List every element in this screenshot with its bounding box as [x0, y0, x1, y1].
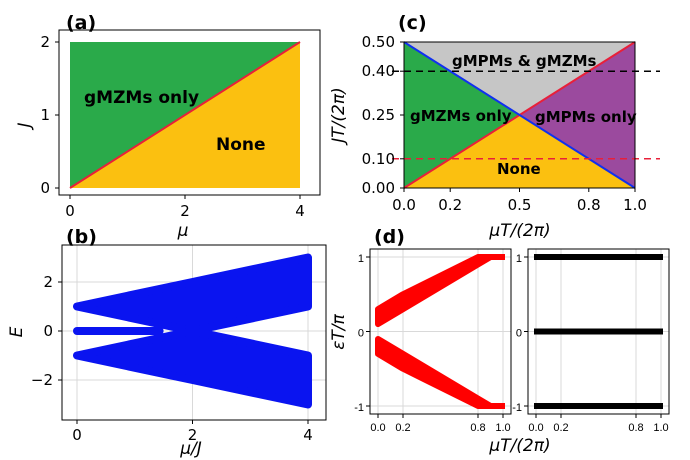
panel-b-ytick-label: −2	[31, 371, 53, 389]
panel-b-ytick-label: 0	[43, 322, 53, 340]
panel-b-ticks: 0 2 4 −2 0 2	[31, 273, 313, 444]
flat-mode-line	[488, 254, 505, 260]
panel-d-ylabel: εT/π	[329, 313, 349, 349]
panel-d-right-xtick-label: 0.0	[528, 422, 543, 434]
panel-d-right-xtick-label: 1.0	[653, 422, 668, 434]
panel-c-ytick-label: 0.00	[362, 179, 395, 197]
panel-a-ytick-label: 0	[40, 179, 50, 197]
panel-c-ytick-label: 0.10	[362, 150, 395, 168]
region-label-none: None	[497, 160, 541, 178]
panel-d-left-xtick-label: 0.8	[470, 422, 485, 434]
panel-d-left-ytick-label: 0	[358, 328, 364, 340]
panel-a: (a) gMZMs only None 0 2 4 0 1 2 μ J	[15, 12, 321, 241]
panel-d-left-xtick-label: 1.0	[495, 422, 510, 434]
flat-mode-line	[534, 254, 663, 260]
panel-c-ytick-label: 0.50	[362, 33, 395, 51]
flat-mode-line	[488, 403, 505, 409]
blue-boundary-line	[403, 41, 636, 189]
flat-mode-line	[534, 328, 663, 335]
panel-d-label: (d)	[374, 226, 405, 248]
panel-d-right-ytick-label: 1	[516, 253, 522, 265]
panel-a-frame	[58, 29, 321, 196]
panel-d-xlabel: μT/(2π)	[488, 436, 550, 456]
panel-d-right-ytick-label: -1	[512, 402, 522, 414]
panel-d-left-bands	[375, 254, 505, 409]
panel-d-right-ticks: 0.0 0.2 0.8 1.0 -1 0 1	[512, 253, 668, 434]
floquet-band-2	[375, 335, 494, 409]
panel-a-xtick-label: 0	[65, 202, 75, 220]
panel-a-xtick-label: 2	[180, 202, 190, 220]
zero-mode-line	[73, 327, 164, 335]
panel-c-xtick-label: 0.2	[438, 196, 462, 214]
panel-c-label: (c)	[398, 12, 427, 34]
panel-d-left-xtick-label: 0.2	[395, 422, 410, 434]
panel-d-left-ytick-label: -1	[354, 402, 364, 414]
panel-c: (c) gMPMs & gMZMs gMZMs only gMPMs only …	[329, 12, 660, 241]
panel-d-right-ytick-label: 0	[516, 328, 522, 340]
panel-b-frame	[61, 244, 327, 421]
region-label-gmzms-only: gMZMs only	[410, 107, 512, 125]
panel-d: (d) 0.0 0.2 0.8 1.0-101 0.0 0.2 0.8 1.0-101 μT…	[329, 226, 670, 456]
region-none	[404, 115, 635, 188]
region-label-gmzms-only: gMZMs only	[84, 88, 199, 108]
panel-b-xtick-label: 4	[303, 426, 313, 444]
panel-d-right-bands	[534, 254, 663, 409]
panel-b: (b) 0 2 4 −2 0 2 μ/J E	[7, 226, 327, 459]
panel-c-ylabel: JT/(2π)	[329, 87, 349, 145]
panel-d-right-xtick-label: 0.8	[628, 422, 643, 434]
panel-d-left-ytick-label: 1	[358, 253, 364, 265]
panel-a-ticks: 0 2 4 0 1 2	[40, 33, 304, 220]
panel-d-right-xtick-label: 0.2	[553, 422, 568, 434]
panel-c-xtick-label: 0.5	[508, 196, 532, 214]
panel-a-label: (a)	[66, 12, 96, 34]
panel-b-ytick-label: 2	[43, 273, 53, 291]
panel-b-ylabel: E	[7, 326, 27, 337]
region-gmzms-only	[404, 42, 520, 188]
panel-a-xlabel: μ	[177, 221, 189, 241]
panel-d-left-xtick-label: 0.0	[370, 422, 385, 434]
panel-b-label: (b)	[66, 226, 97, 248]
region-label-none: None	[216, 135, 266, 155]
floquet-band-1	[375, 254, 494, 328]
panel-c-ticks: 0.0 0.2 0.5 0.8 1.0 0.00 0.10 0.25 0.40 0.50	[362, 33, 647, 214]
panel-c-xtick-label: 1.0	[623, 196, 647, 214]
flat-mode-line	[534, 403, 663, 409]
panel-a-xtick-label: 4	[295, 202, 305, 220]
panel-c-ytick-label: 0.25	[362, 106, 395, 124]
panel-b-xtick-label: 2	[188, 426, 198, 444]
panel-d-left-ticks: 0.0 0.2 0.8 1.0 -1 0 1	[354, 253, 510, 434]
panel-c-xtick-label: 0.0	[392, 196, 416, 214]
region-gmpms-only	[519, 42, 635, 188]
panel-c-ytick-label: 0.40	[362, 62, 395, 80]
panel-b-xtick-label: 0	[72, 426, 82, 444]
phase-boundary-line	[69, 41, 301, 189]
panel-a-ylabel: J	[15, 122, 35, 130]
panel-c-xtick-label: 0.8	[577, 196, 601, 214]
region-label-gmpms-only: gMPMs only	[535, 108, 637, 126]
panel-a-ytick-label: 1	[40, 106, 50, 124]
panel-c-xlabel: μT/(2π)	[488, 221, 550, 241]
panel-b-xlabel: μ/J	[179, 439, 202, 459]
lower-band	[73, 327, 312, 409]
region-gmpms-and-gmzms	[404, 42, 635, 115]
region-label-gmpms-and-gmzms: gMPMs & gMZMs	[452, 52, 597, 70]
panel-a-ytick-label: 2	[40, 33, 50, 51]
panel-d-left-grid	[370, 249, 511, 414]
upper-band	[73, 253, 312, 335]
